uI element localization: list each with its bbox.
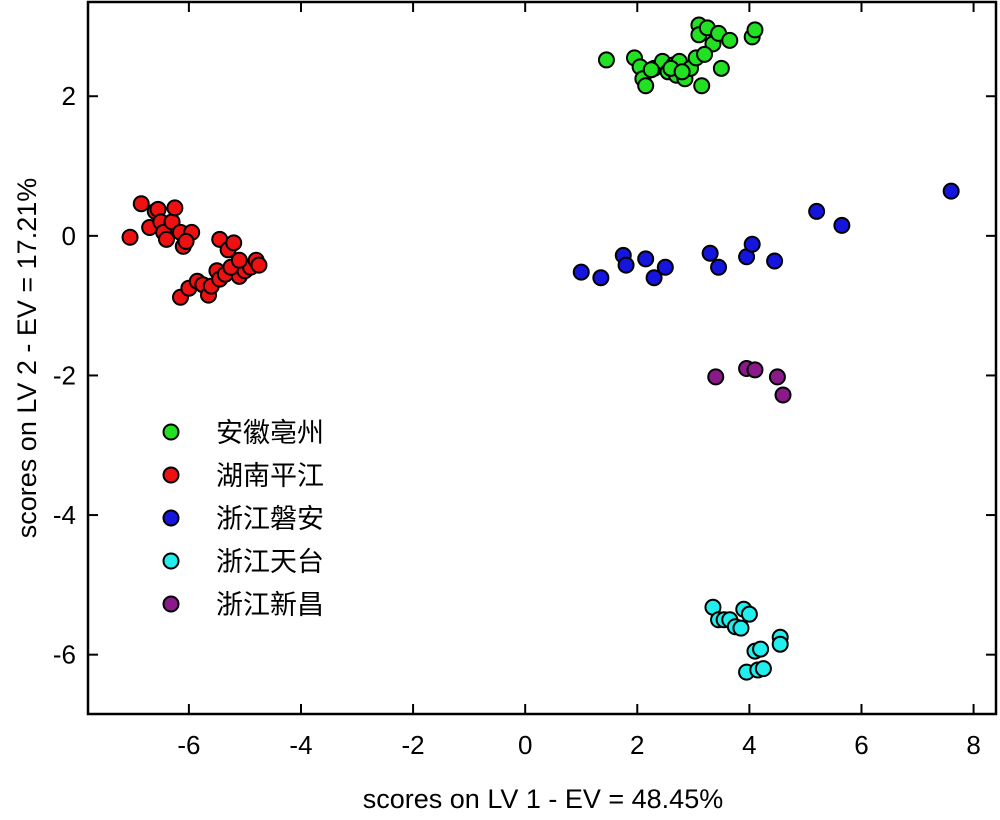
plot-frame [86, 0, 998, 716]
data-point [740, 605, 758, 623]
legend-marker [162, 552, 180, 570]
x-tick-label: 6 [854, 730, 868, 760]
series-4 [704, 598, 789, 681]
axis-tick-labels: -6 -4 -2 0 2 4 6 8 -6 -4 -2 0 2 [53, 81, 981, 760]
x-tick-label: -6 [177, 730, 200, 760]
data-point [942, 182, 960, 200]
y-tick-label: -4 [53, 500, 76, 530]
legend-marker [162, 509, 180, 527]
data-points [121, 16, 960, 681]
data-point [642, 61, 660, 79]
data-point [177, 232, 195, 250]
data-point [592, 269, 610, 287]
data-point [833, 216, 851, 234]
data-point [166, 199, 184, 217]
y-tick-label: -2 [53, 360, 76, 390]
data-point [766, 252, 784, 270]
axis-ticks [88, 2, 996, 714]
series-5 [707, 359, 792, 404]
legend-marker [162, 423, 180, 441]
y-axis-title: scores on LV 2 - EV = 17.21% [12, 178, 42, 538]
data-point [746, 21, 764, 39]
data-point [121, 228, 139, 246]
data-point [746, 361, 764, 379]
data-point [707, 368, 725, 386]
data-point [673, 63, 691, 81]
data-point [732, 619, 750, 637]
data-point [597, 51, 615, 69]
series-1 [597, 16, 764, 95]
legend-label: 湖南平江 [216, 461, 324, 492]
data-point [752, 640, 770, 658]
legend-marker [162, 466, 180, 484]
x-tick-label: 2 [630, 730, 644, 760]
legend-marker [162, 595, 180, 613]
series-2 [121, 195, 268, 306]
legend-label: 浙江磐安 [216, 504, 324, 535]
legend-label: 安徽亳州 [216, 418, 324, 449]
x-tick-label: 0 [518, 730, 532, 760]
data-point [701, 244, 719, 262]
data-point [225, 234, 243, 252]
data-point [132, 195, 150, 213]
data-point [712, 59, 730, 77]
x-tick-label: 8 [966, 730, 980, 760]
data-point [637, 77, 655, 95]
data-point [572, 263, 590, 281]
data-point [808, 202, 826, 220]
data-point [656, 258, 674, 276]
x-tick-label: 4 [742, 730, 756, 760]
series-3 [572, 182, 960, 287]
data-point [696, 45, 714, 63]
data-point [768, 368, 786, 386]
data-point [721, 31, 739, 49]
y-tick-label: 2 [62, 81, 76, 111]
data-point [754, 660, 772, 678]
legend-label: 浙江新昌 [216, 590, 324, 621]
x-tick-label: -2 [402, 730, 425, 760]
data-point [743, 235, 761, 253]
y-tick-label: 0 [62, 221, 76, 251]
data-point [617, 256, 635, 274]
data-point [645, 269, 663, 287]
x-axis-title: scores on LV 1 - EV = 48.45% [363, 784, 723, 814]
data-point [771, 635, 789, 653]
data-point [693, 77, 711, 95]
data-point [157, 230, 175, 248]
data-point [637, 250, 655, 268]
data-point [710, 258, 728, 276]
x-tick-label: -4 [289, 730, 312, 760]
y-tick-label: -6 [53, 640, 76, 670]
legend-label: 浙江天台 [216, 547, 324, 578]
data-point [774, 386, 792, 404]
data-point [230, 251, 248, 269]
data-point [250, 256, 268, 274]
